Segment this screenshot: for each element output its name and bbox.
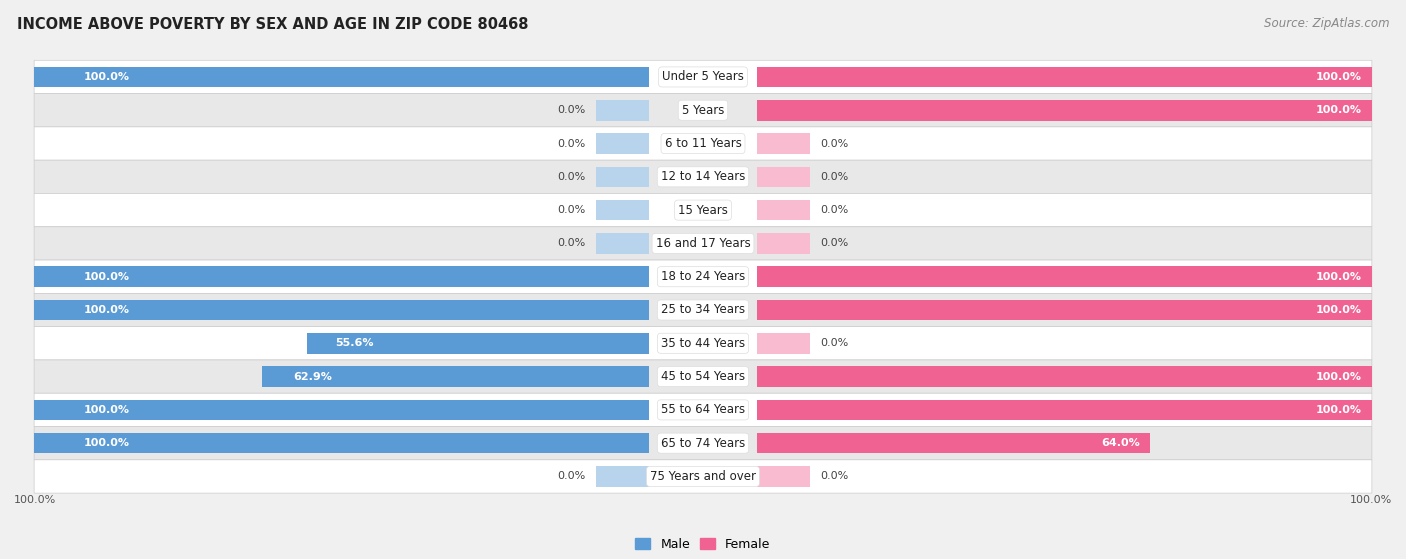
FancyBboxPatch shape [34, 160, 1372, 193]
FancyBboxPatch shape [34, 193, 1372, 227]
Bar [756, 333, 810, 354]
Text: 100.0%: 100.0% [1316, 305, 1362, 315]
Bar [596, 200, 650, 220]
Bar [596, 133, 650, 154]
Text: 15 Years: 15 Years [678, 203, 728, 217]
Bar [756, 400, 1372, 420]
Text: 6 to 11 Years: 6 to 11 Years [665, 137, 741, 150]
Bar [756, 133, 810, 154]
Text: 0.0%: 0.0% [558, 238, 586, 248]
Text: 18 to 24 Years: 18 to 24 Years [661, 270, 745, 283]
Bar [756, 67, 1372, 87]
Bar [263, 366, 650, 387]
Text: 0.0%: 0.0% [820, 205, 848, 215]
Text: 0.0%: 0.0% [558, 172, 586, 182]
Text: 0.0%: 0.0% [820, 139, 848, 149]
Text: 5 Years: 5 Years [682, 104, 724, 117]
Bar [596, 466, 650, 487]
Text: 0.0%: 0.0% [820, 172, 848, 182]
Text: 0.0%: 0.0% [558, 105, 586, 115]
Bar [34, 433, 650, 453]
Bar [34, 400, 650, 420]
Text: 100.0%: 100.0% [1316, 372, 1362, 382]
Text: 65 to 74 Years: 65 to 74 Years [661, 437, 745, 449]
Bar [34, 300, 650, 320]
Bar [756, 366, 1372, 387]
Bar [596, 100, 650, 121]
Text: 75 Years and over: 75 Years and over [650, 470, 756, 483]
Bar [596, 233, 650, 254]
Text: 100.0%: 100.0% [1316, 72, 1362, 82]
FancyBboxPatch shape [34, 427, 1372, 460]
Text: 100.0%: 100.0% [1350, 495, 1392, 505]
Text: 35 to 44 Years: 35 to 44 Years [661, 337, 745, 350]
Text: 25 to 34 Years: 25 to 34 Years [661, 304, 745, 316]
FancyBboxPatch shape [34, 227, 1372, 260]
Bar [756, 300, 1372, 320]
Text: 55 to 64 Years: 55 to 64 Years [661, 404, 745, 416]
FancyBboxPatch shape [34, 293, 1372, 326]
Text: 0.0%: 0.0% [820, 238, 848, 248]
Bar [756, 466, 810, 487]
FancyBboxPatch shape [34, 460, 1372, 493]
Text: 0.0%: 0.0% [558, 471, 586, 481]
Text: 100.0%: 100.0% [83, 72, 129, 82]
Text: 100.0%: 100.0% [14, 495, 56, 505]
Bar [596, 167, 650, 187]
Text: Under 5 Years: Under 5 Years [662, 70, 744, 83]
Text: 55.6%: 55.6% [335, 338, 373, 348]
Bar [756, 267, 1372, 287]
Bar [308, 333, 650, 354]
FancyBboxPatch shape [34, 393, 1372, 427]
Text: 0.0%: 0.0% [820, 338, 848, 348]
Bar [756, 433, 1150, 453]
Bar [756, 100, 1372, 121]
Text: 0.0%: 0.0% [558, 139, 586, 149]
Text: 45 to 54 Years: 45 to 54 Years [661, 370, 745, 383]
Text: INCOME ABOVE POVERTY BY SEX AND AGE IN ZIP CODE 80468: INCOME ABOVE POVERTY BY SEX AND AGE IN Z… [17, 17, 529, 32]
Text: 100.0%: 100.0% [1316, 272, 1362, 282]
Text: 0.0%: 0.0% [558, 205, 586, 215]
Bar [756, 200, 810, 220]
Text: 100.0%: 100.0% [83, 272, 129, 282]
FancyBboxPatch shape [34, 360, 1372, 393]
Bar [756, 233, 810, 254]
Text: Source: ZipAtlas.com: Source: ZipAtlas.com [1264, 17, 1389, 30]
Text: 12 to 14 Years: 12 to 14 Years [661, 170, 745, 183]
FancyBboxPatch shape [34, 60, 1372, 93]
Text: 16 and 17 Years: 16 and 17 Years [655, 237, 751, 250]
Text: 100.0%: 100.0% [1316, 105, 1362, 115]
FancyBboxPatch shape [34, 93, 1372, 127]
FancyBboxPatch shape [34, 260, 1372, 293]
Bar [34, 67, 650, 87]
Text: 100.0%: 100.0% [83, 438, 129, 448]
FancyBboxPatch shape [34, 127, 1372, 160]
Text: 100.0%: 100.0% [83, 405, 129, 415]
Legend: Male, Female: Male, Female [630, 533, 776, 556]
Text: 64.0%: 64.0% [1101, 438, 1140, 448]
FancyBboxPatch shape [34, 326, 1372, 360]
Text: 100.0%: 100.0% [83, 305, 129, 315]
Text: 62.9%: 62.9% [294, 372, 332, 382]
Text: 100.0%: 100.0% [1316, 405, 1362, 415]
Bar [756, 167, 810, 187]
Bar [34, 267, 650, 287]
Text: 0.0%: 0.0% [820, 471, 848, 481]
